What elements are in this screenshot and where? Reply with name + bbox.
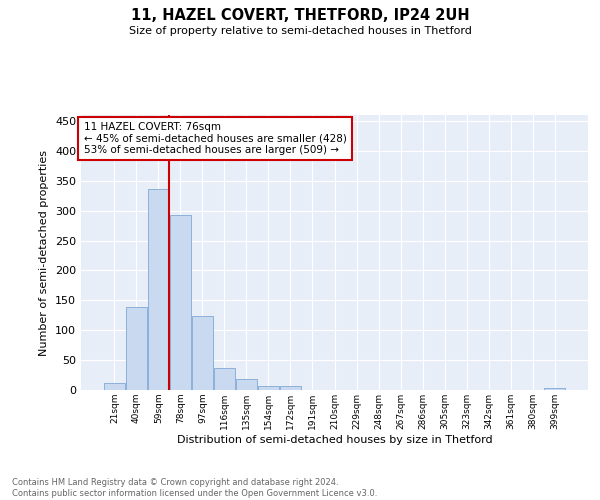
Y-axis label: Number of semi-detached properties: Number of semi-detached properties — [40, 150, 49, 356]
Text: 11 HAZEL COVERT: 76sqm
← 45% of semi-detached houses are smaller (428)
53% of se: 11 HAZEL COVERT: 76sqm ← 45% of semi-det… — [83, 122, 346, 155]
Bar — [544, 388, 565, 390]
Bar — [280, 386, 301, 390]
Text: Size of property relative to semi-detached houses in Thetford: Size of property relative to semi-detach… — [128, 26, 472, 36]
Bar — [214, 368, 235, 390]
Bar — [192, 316, 213, 390]
Bar — [236, 378, 257, 390]
Bar — [148, 189, 169, 390]
Bar — [258, 386, 279, 390]
Text: Contains HM Land Registry data © Crown copyright and database right 2024.
Contai: Contains HM Land Registry data © Crown c… — [12, 478, 377, 498]
Text: 11, HAZEL COVERT, THETFORD, IP24 2UH: 11, HAZEL COVERT, THETFORD, IP24 2UH — [131, 8, 469, 22]
Bar — [104, 383, 125, 390]
X-axis label: Distribution of semi-detached houses by size in Thetford: Distribution of semi-detached houses by … — [176, 434, 493, 444]
Bar — [126, 307, 147, 390]
Bar — [170, 215, 191, 390]
